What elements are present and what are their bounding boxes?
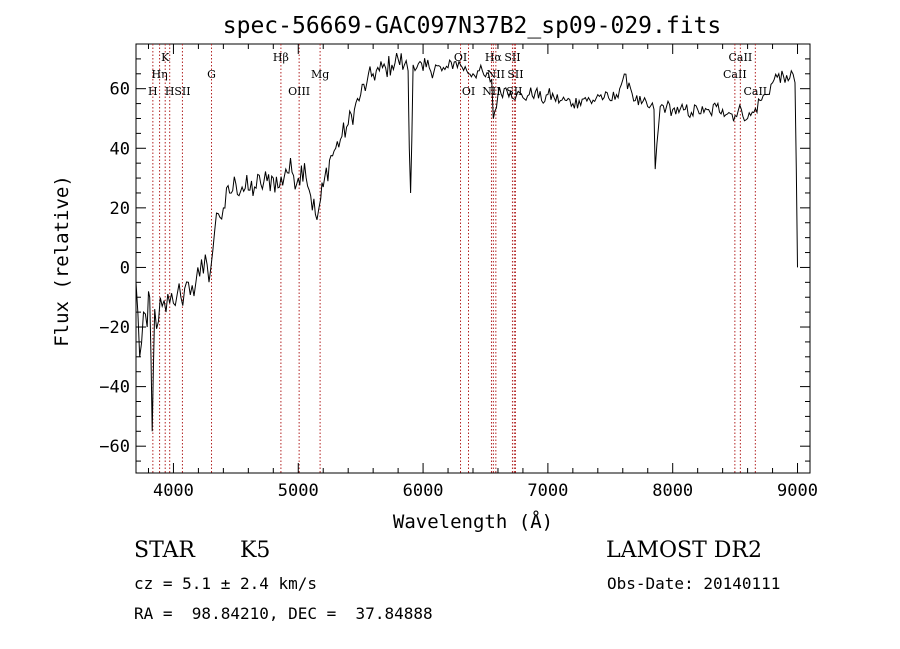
- coordinates: RA = 98.84210, DEC = 37.84888: [134, 604, 433, 623]
- x-tick-label-1: 5000: [278, 481, 319, 501]
- line-markers: [152, 44, 756, 473]
- marker-label-3: H: [165, 85, 175, 98]
- object-subclass: K5: [240, 538, 271, 563]
- marker-label-9: OI: [454, 51, 467, 64]
- x-axis-ticks: 4000 5000 6000 7000 8000 9000: [147, 44, 818, 501]
- y-axis-label: Flux (relative): [51, 175, 73, 347]
- marker-label-6: Hβ: [273, 51, 289, 64]
- marker-label-1: Hη: [151, 68, 167, 81]
- marker-label-17: CaII: [723, 68, 747, 81]
- x-tick-label-0: 4000: [153, 481, 194, 501]
- chart-title: spec-56669-GAC097N37B2_sp09-029.fits: [223, 13, 722, 39]
- redshift-cz: cz = 5.1 ± 2.4 km/s: [134, 574, 318, 593]
- spectrum-line: [135, 52, 798, 432]
- marker-label-5: G: [207, 68, 216, 81]
- object-class: STAR: [134, 538, 195, 563]
- x-tick-label-3: 7000: [527, 481, 568, 501]
- y-tick-label-5: 40: [110, 139, 130, 159]
- x-tick-label-4: 8000: [652, 481, 693, 501]
- marker-label-14: SII: [504, 51, 520, 64]
- marker-label-11: NII: [482, 85, 500, 98]
- x-tick-label-5: 9000: [777, 481, 818, 501]
- marker-label-4: SII: [174, 85, 190, 98]
- marker-label-7: OIII: [288, 85, 310, 98]
- x-axis-label: Wavelength (Å): [393, 510, 553, 533]
- marker-label-16: SII: [507, 68, 523, 81]
- marker-label-10: OI: [462, 85, 475, 98]
- x-tick-label-2: 6000: [403, 481, 444, 501]
- marker-label-13: NII: [487, 68, 505, 81]
- marker-label-15: SII: [506, 85, 522, 98]
- survey-label: LAMOST DR2: [606, 538, 762, 563]
- y-tick-label-1: −40: [99, 378, 130, 398]
- y-tick-label-3: 0: [120, 258, 130, 278]
- y-tick-label-0: −60: [99, 437, 130, 457]
- observation-date: Obs-Date: 20140111: [607, 574, 781, 593]
- marker-label-2: K: [161, 51, 170, 64]
- y-tick-label-2: −20: [99, 318, 130, 338]
- y-tick-label-6: 60: [110, 80, 130, 100]
- marker-label-18: CaII: [729, 51, 753, 64]
- marker-label-19: CaII: [743, 85, 767, 98]
- marker-label-12: Hα: [485, 51, 503, 64]
- marker-label-0: H: [148, 85, 158, 98]
- y-tick-label-4: 20: [110, 199, 130, 219]
- plot-frame: [135, 43, 811, 474]
- y-axis-ticks: −60 −40 −20 0 20 40 60: [99, 43, 810, 462]
- marker-label-8: Mg: [311, 68, 329, 81]
